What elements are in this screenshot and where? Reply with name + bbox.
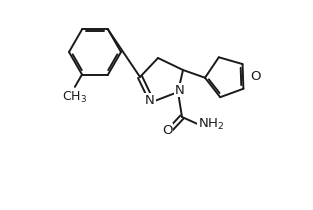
Text: O: O — [250, 71, 260, 84]
Text: N: N — [145, 93, 155, 106]
Text: N: N — [175, 84, 185, 97]
Text: NH$_2$: NH$_2$ — [198, 117, 224, 131]
Text: CH$_3$: CH$_3$ — [62, 90, 87, 105]
Text: O: O — [162, 123, 172, 136]
